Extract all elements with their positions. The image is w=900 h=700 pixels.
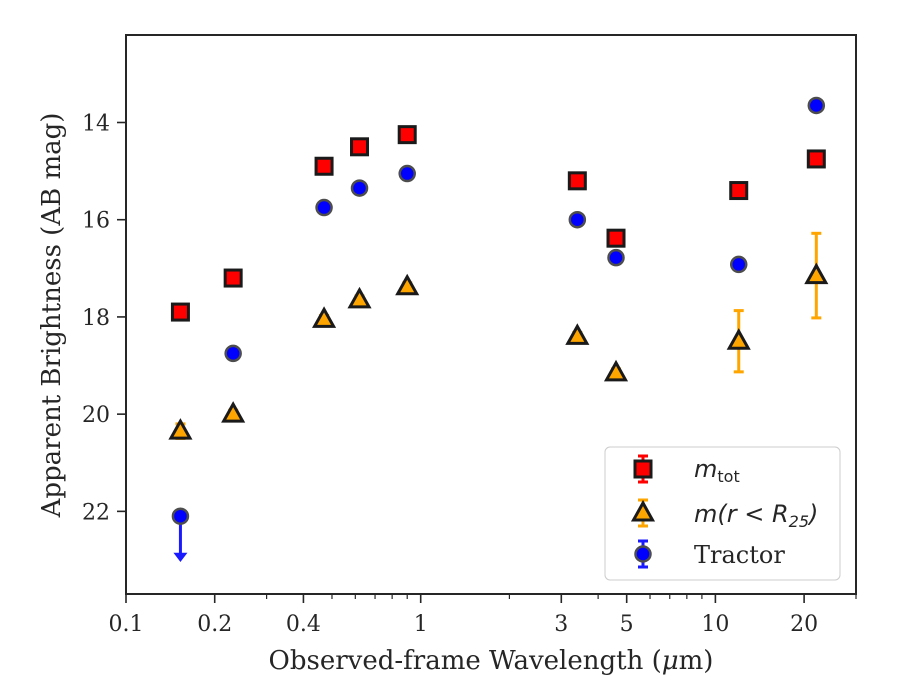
mr25-marker [726, 328, 751, 350]
mr25-marker [168, 418, 193, 440]
tractor-marker [807, 96, 826, 115]
mtot-marker [223, 268, 243, 288]
legend-mtot-marker [633, 459, 653, 479]
tractor-marker [171, 507, 190, 525]
x-axis-label-post: m) [679, 646, 714, 676]
mr25-marker [312, 306, 337, 328]
x-axis-label-pre: Observed-frame Wavelength ( [269, 646, 662, 676]
legend-label-m-r25-post: ) [807, 500, 818, 528]
plot-frame [125, 34, 857, 595]
mr25-marker [347, 286, 372, 309]
legend-label-m-r25-sub: 25 [789, 512, 809, 531]
tractor-marker [224, 344, 242, 363]
x-axis-label: Observed-frame Wavelength (μm) [269, 646, 714, 676]
y-tick-label: 18 [82, 306, 110, 331]
legend-tractor-marker [634, 545, 652, 563]
series-square [170, 125, 826, 322]
legend-label-m-r25: m(r < R25) [694, 500, 818, 531]
mr25-marker [603, 359, 629, 382]
mr25-marker [804, 262, 829, 285]
x-tick-label: 0.2 [197, 612, 232, 637]
y-tick-label: 22 [82, 500, 110, 525]
mtot-marker [806, 149, 826, 169]
mtot-marker [606, 228, 626, 248]
y-axis-label: Apparent Brightness (AB mag) [37, 113, 67, 519]
mtot-marker [729, 181, 749, 201]
mr25-marker [395, 273, 420, 296]
tractor-marker [607, 248, 625, 267]
data-marks [168, 96, 829, 563]
tractor-marker [568, 210, 587, 229]
tractor-marker [350, 179, 369, 197]
tractor-marker [315, 198, 333, 217]
mtot-marker [397, 125, 417, 145]
tractor-marker [398, 164, 416, 183]
legend-keys [630, 454, 656, 569]
mr25-marker [565, 323, 590, 345]
x-tick-label: 10 [701, 612, 729, 637]
legend-label-m-tot-main: m [694, 455, 717, 483]
y-tick-label: 16 [82, 209, 110, 234]
tractor-marker-upper-limit-arrowhead [173, 552, 188, 563]
legend-box [604, 446, 841, 581]
x-axis-label-mu: μ [662, 646, 679, 676]
x-tick-label: 3 [554, 612, 568, 637]
legend: mtot m(r < R25) Tractor [604, 446, 841, 581]
legend-mr25-marker [630, 499, 656, 522]
legend-label-m-r25-pre: m(r < R [694, 500, 789, 528]
major-ticks [117, 121, 805, 603]
y-tick-label: 20 [82, 403, 110, 428]
mtot-marker [350, 137, 370, 157]
x-tick-label: 0.4 [286, 612, 321, 637]
mtot-marker [567, 171, 587, 191]
x-tick-label: 1 [414, 612, 428, 637]
x-tick-label: 0.1 [109, 612, 144, 637]
x-tick-label: 20 [790, 612, 818, 637]
series-circle [171, 96, 826, 563]
legend-label-tractor: Tractor [694, 541, 785, 569]
mtot-marker [170, 302, 190, 322]
legend-label-m-tot-sub: tot [717, 467, 739, 486]
legend-label-m-tot: mtot [694, 455, 740, 486]
mtot-marker [314, 156, 334, 176]
tractor-marker [729, 255, 748, 274]
x-tick-label: 5 [620, 612, 634, 637]
series-triangle [168, 231, 829, 440]
mr25-marker [221, 401, 246, 423]
y-tick-label: 14 [82, 111, 110, 136]
tick-labels: 0.1 0.2 0.4 1 3 5 10 20 14 16 18 20 22 [82, 111, 818, 637]
